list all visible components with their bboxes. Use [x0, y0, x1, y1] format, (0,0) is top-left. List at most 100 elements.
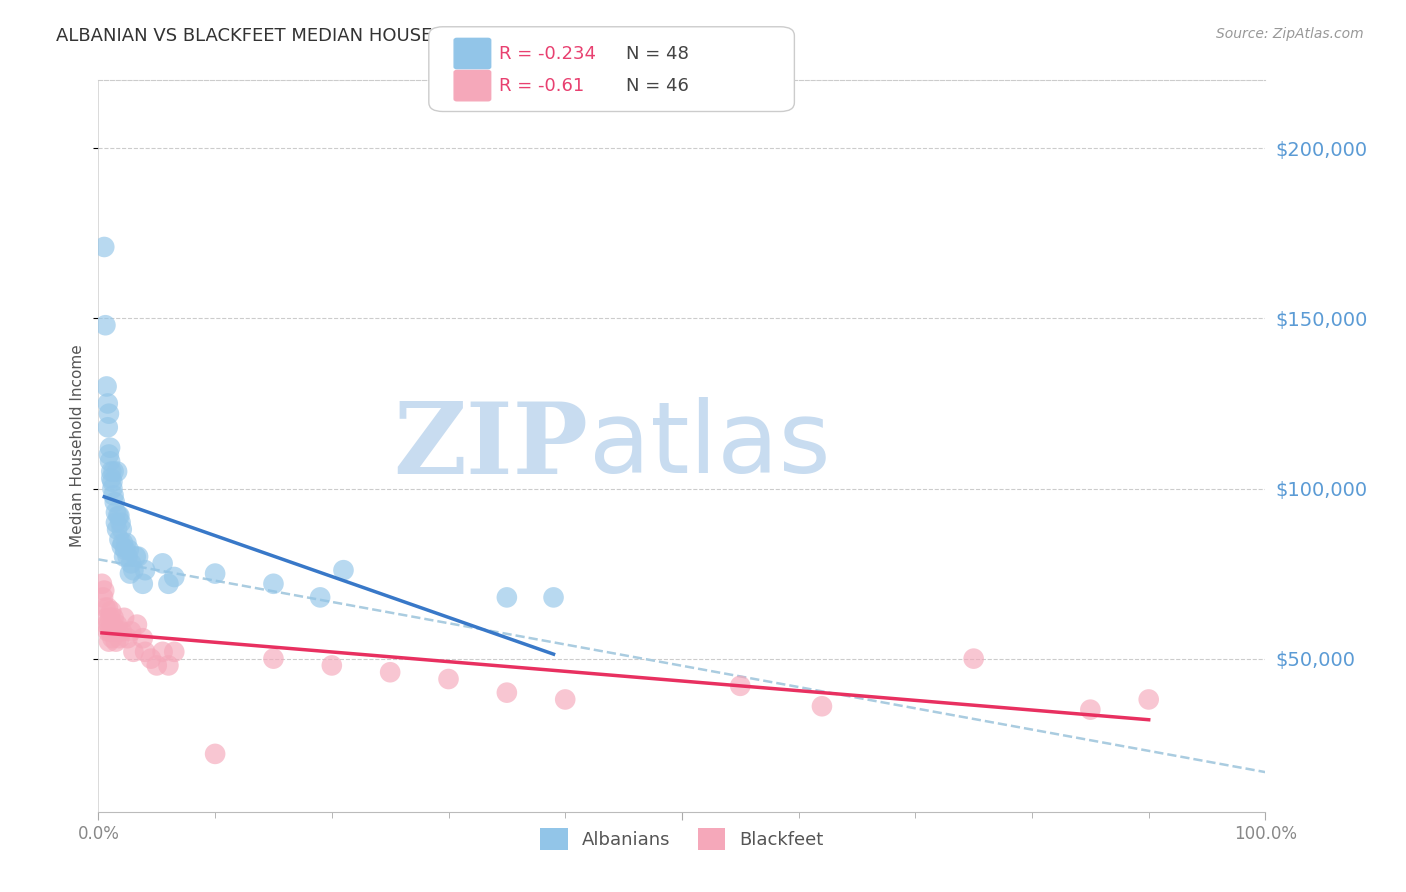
Text: atlas: atlas [589, 398, 830, 494]
Point [730, 679, 752, 693]
Point [111, 624, 134, 639]
Point [103, 488, 125, 502]
Point [105, 617, 128, 632]
Point [157, 576, 180, 591]
Point [96, 611, 118, 625]
Point [101, 475, 124, 489]
Text: N = 46: N = 46 [626, 77, 689, 95]
Point [146, 658, 169, 673]
Point [309, 591, 332, 605]
Point [543, 591, 565, 605]
Point [117, 549, 139, 564]
Point [332, 563, 354, 577]
Point [134, 645, 156, 659]
Point [122, 563, 145, 577]
Point [96, 617, 118, 632]
Point [117, 631, 139, 645]
Point [111, 522, 134, 536]
Point [107, 624, 129, 639]
Point [101, 631, 124, 645]
Y-axis label: Median Household Income: Median Household Income [70, 344, 86, 548]
Point [97, 448, 120, 462]
Point [94, 600, 117, 615]
Point [107, 508, 129, 523]
Point [97, 624, 120, 639]
Point [97, 396, 120, 410]
Point [1080, 703, 1102, 717]
Point [132, 576, 155, 591]
Point [97, 634, 120, 648]
Point [134, 563, 156, 577]
Point [554, 692, 576, 706]
Point [437, 672, 460, 686]
Point [204, 747, 226, 761]
Point [1137, 692, 1160, 706]
Point [152, 645, 174, 659]
Point [120, 557, 142, 571]
Point [125, 617, 148, 632]
Point [101, 482, 124, 496]
Point [962, 651, 984, 665]
Point [108, 508, 131, 523]
Point [104, 505, 127, 519]
Point [98, 441, 121, 455]
Point [120, 624, 142, 639]
Point [152, 557, 174, 571]
Point [811, 699, 834, 714]
Point [108, 533, 131, 547]
Point [496, 591, 519, 605]
Point [100, 465, 122, 479]
Text: ALBANIAN VS BLACKFEET MEDIAN HOUSEHOLD INCOME CORRELATION CHART: ALBANIAN VS BLACKFEET MEDIAN HOUSEHOLD I… [56, 27, 762, 45]
Point [96, 379, 118, 393]
Point [114, 542, 136, 557]
Point [97, 617, 120, 632]
Point [321, 658, 343, 673]
Point [380, 665, 402, 680]
Point [132, 631, 155, 645]
Point [100, 471, 122, 485]
Point [204, 566, 226, 581]
Point [122, 645, 145, 659]
Point [97, 420, 120, 434]
Point [104, 624, 127, 639]
Point [93, 583, 115, 598]
Point [100, 604, 122, 618]
Point [163, 570, 186, 584]
Point [110, 516, 132, 530]
Point [262, 576, 284, 591]
Point [262, 651, 284, 665]
Point [98, 454, 121, 468]
Point [157, 658, 180, 673]
Point [91, 591, 114, 605]
Point [127, 549, 149, 564]
Text: ZIP: ZIP [394, 398, 589, 494]
Point [98, 624, 121, 639]
Point [98, 611, 121, 625]
Point [108, 631, 131, 645]
Point [97, 407, 120, 421]
Point [115, 536, 138, 550]
Point [103, 465, 125, 479]
Point [112, 611, 135, 625]
Point [496, 686, 519, 700]
Point [118, 542, 141, 557]
Point [93, 240, 115, 254]
Point [111, 540, 134, 554]
Text: Source: ZipAtlas.com: Source: ZipAtlas.com [1216, 27, 1364, 41]
Point [105, 465, 128, 479]
Point [125, 549, 148, 564]
Point [118, 566, 141, 581]
Point [104, 516, 127, 530]
Point [103, 611, 125, 625]
Text: R = -0.234: R = -0.234 [499, 45, 596, 62]
Point [104, 634, 127, 648]
Point [111, 536, 134, 550]
Point [104, 495, 127, 509]
Text: N = 48: N = 48 [626, 45, 689, 62]
Point [112, 549, 135, 564]
Point [105, 522, 128, 536]
Point [139, 651, 162, 665]
Point [94, 318, 117, 333]
Point [101, 617, 124, 632]
Point [90, 576, 112, 591]
